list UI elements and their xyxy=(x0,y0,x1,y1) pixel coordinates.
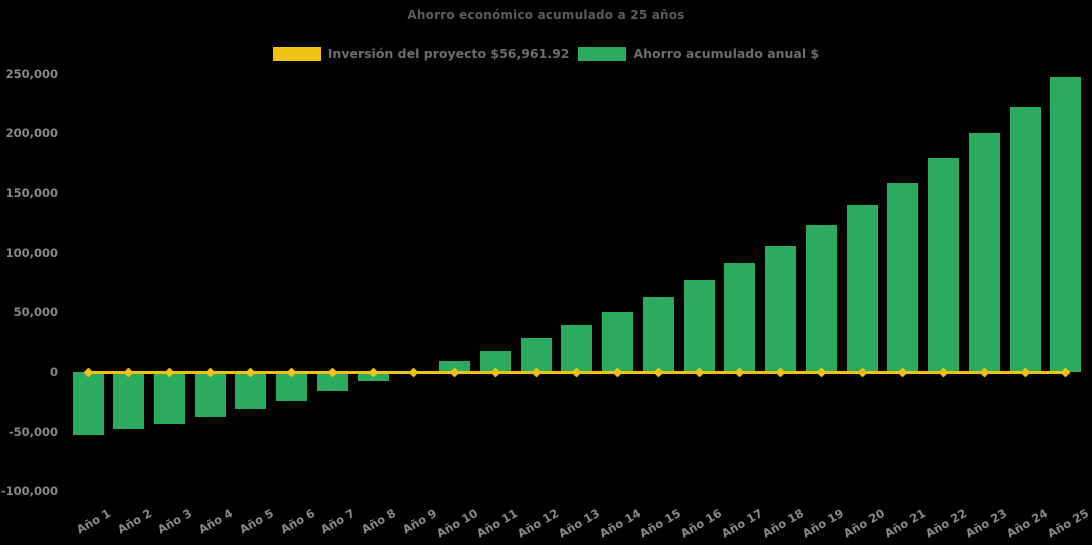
x-axis-label-año-21: Año 21 xyxy=(881,506,928,541)
x-axis-label-año-10: Año 10 xyxy=(433,506,480,541)
legend: Inversión del proyecto $56,961.92 Ahorro… xyxy=(0,46,1092,61)
x-axis-label-año-12: Año 12 xyxy=(515,506,562,541)
savings-legend-label: Ahorro acumulado anual $ xyxy=(633,46,820,61)
x-axis-label-año-14: Año 14 xyxy=(596,506,643,541)
y-axis-tick-label: -50,000 xyxy=(8,424,58,439)
y-axis-tick-label: 0 xyxy=(49,365,58,379)
bar-año-12[interactable] xyxy=(520,337,552,372)
bar-año-25[interactable] xyxy=(1050,77,1082,372)
x-axis-label-año-18: Año 18 xyxy=(759,506,806,541)
bar-año-11[interactable] xyxy=(479,350,511,372)
bar-año-10[interactable] xyxy=(439,360,471,372)
x-axis-label-año-16: Año 16 xyxy=(678,506,725,541)
bar-año-19[interactable] xyxy=(805,225,837,372)
bar-año-7[interactable] xyxy=(316,372,348,392)
bar-año-14[interactable] xyxy=(602,311,634,372)
bar-año-5[interactable] xyxy=(235,372,267,409)
y-axis-tick-label: 150,000 xyxy=(5,186,58,201)
x-axis-label-año-2: Año 2 xyxy=(114,506,154,537)
x-axis-label-año-20: Año 20 xyxy=(841,506,888,541)
bar-año-23[interactable] xyxy=(968,132,1000,372)
x-axis-label-año-23: Año 23 xyxy=(963,506,1010,541)
bar-año-21[interactable] xyxy=(887,182,919,372)
x-axis-label-año-17: Año 17 xyxy=(718,506,765,541)
bar-año-3[interactable] xyxy=(153,372,185,424)
bar-año-2[interactable] xyxy=(113,372,145,430)
bar-año-20[interactable] xyxy=(846,204,878,372)
x-axis-label-año-4: Año 4 xyxy=(196,506,236,537)
x-axis-label-año-7: Año 7 xyxy=(318,506,358,537)
y-axis-tick-label: -100,000 xyxy=(0,484,58,499)
y-axis-tick-label: 250,000 xyxy=(5,66,58,81)
bar-año-16[interactable] xyxy=(683,280,715,372)
x-axis-label-año-6: Año 6 xyxy=(277,506,317,537)
investment-line-marker xyxy=(408,367,419,377)
x-axis-label-año-3: Año 3 xyxy=(155,506,195,537)
bar-año-22[interactable] xyxy=(928,158,960,372)
x-axis-label-año-5: Año 5 xyxy=(236,506,276,537)
chart-title: Ahorro económico acumulado a 25 años xyxy=(407,8,685,22)
bar-año-18[interactable] xyxy=(765,245,797,372)
legend-item-investment[interactable]: Inversión del proyecto $56,961.92 xyxy=(272,46,570,61)
legend-item-savings[interactable]: Ahorro acumulado anual $ xyxy=(578,46,819,61)
x-axis-label-año-13: Año 13 xyxy=(555,506,602,541)
bar-año-13[interactable] xyxy=(561,324,593,372)
bar-año-15[interactable] xyxy=(642,296,674,372)
x-axis-label-año-1: Año 1 xyxy=(73,506,113,537)
x-axis-label-año-19: Año 19 xyxy=(800,506,847,541)
x-axis-label-año-25: Año 25 xyxy=(1044,506,1091,541)
x-axis-label-año-24: Año 24 xyxy=(1004,506,1051,541)
y-axis-tick-label: 100,000 xyxy=(5,245,58,260)
x-axis-label-año-9: Año 9 xyxy=(399,506,439,537)
x-axis-label-año-15: Año 15 xyxy=(637,506,684,541)
bar-año-24[interactable] xyxy=(1009,106,1041,372)
investment-legend-label: Inversión del proyecto $56,961.92 xyxy=(327,46,570,61)
bar-año-17[interactable] xyxy=(724,262,756,372)
x-axis-label-año-11: Año 11 xyxy=(474,506,521,541)
savings-legend-swatch xyxy=(578,46,627,61)
x-axis-label-año-8: Año 8 xyxy=(359,506,399,537)
y-axis-tick-label: 200,000 xyxy=(5,126,58,141)
x-axis-label-año-22: Año 22 xyxy=(922,506,969,541)
bar-año-1[interactable] xyxy=(72,372,104,435)
investment-legend-swatch xyxy=(272,46,321,61)
bar-año-4[interactable] xyxy=(194,372,226,418)
y-axis-tick-label: 50,000 xyxy=(13,305,58,320)
